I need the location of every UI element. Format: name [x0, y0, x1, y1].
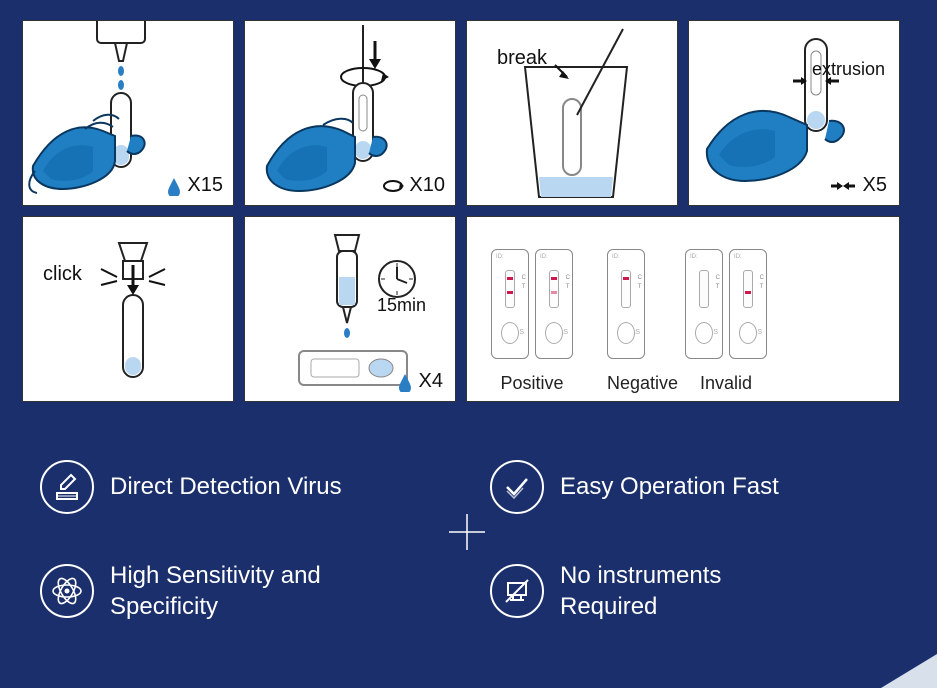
- s-label: S: [563, 329, 568, 336]
- result-invalid-label: Invalid: [685, 373, 767, 394]
- drop-icon: [397, 372, 413, 392]
- step-3-panel: break: [466, 20, 678, 206]
- features-section: Direct Detection Virus Easy Operation Fa…: [40, 450, 910, 670]
- step-6-panel: 15min X4: [244, 216, 456, 402]
- result-invalid-group: ID: CT S ID: CT S Invalid: [685, 249, 767, 394]
- cassette-id: ID:: [540, 254, 548, 260]
- t-label: T: [716, 284, 720, 290]
- rotate-icon: [382, 178, 404, 194]
- plus-divider: [445, 510, 489, 565]
- drop-icon: [166, 176, 182, 196]
- step-1-count-text: X15: [187, 174, 223, 196]
- squeeze-icon: [829, 179, 857, 193]
- cassette-negative: ID: CT S: [607, 249, 645, 359]
- atom-icon: [40, 564, 94, 618]
- step-1-count: X15: [166, 174, 223, 197]
- c-label: C: [522, 275, 526, 281]
- step-2-count: X10: [382, 174, 445, 197]
- feature-4-text: No instruments Required: [560, 560, 780, 622]
- feature-3: High Sensitivity and Specificity: [40, 560, 370, 622]
- s-label: S: [519, 329, 524, 336]
- cassette-id: ID:: [690, 254, 698, 260]
- feature-1: Direct Detection Virus: [40, 460, 342, 514]
- t-label: T: [638, 284, 642, 290]
- step-1-panel: X15: [22, 20, 234, 206]
- step-4-count-text: X5: [863, 174, 887, 196]
- feature-2-text: Easy Operation Fast: [560, 471, 779, 502]
- step-4-panel: extrusion X5: [688, 20, 900, 206]
- results-panel: ID: CT S ID: CT S Positive: [466, 216, 900, 402]
- infographic-container: X15: [0, 0, 937, 688]
- step-2-count-text: X10: [409, 174, 445, 196]
- step-5-label: click: [43, 263, 82, 286]
- cassette-invalid-1: ID: CT S: [685, 249, 723, 359]
- feature-2: Easy Operation Fast: [490, 460, 779, 514]
- s-label: S: [635, 329, 640, 336]
- cassette-invalid-2: ID: CT S: [729, 249, 767, 359]
- step-5-panel: click: [22, 216, 234, 402]
- step-6-count-text: X4: [419, 370, 443, 392]
- result-negative-label: Negative: [607, 373, 651, 394]
- cassette-positive-1: ID: CT S: [491, 249, 529, 359]
- t-label: T: [566, 284, 570, 290]
- step-4-count: X5: [829, 174, 887, 197]
- c-label: C: [638, 275, 642, 281]
- step-2-panel: X10: [244, 20, 456, 206]
- cassette-id: ID:: [734, 254, 742, 260]
- step-6-wait: 15min: [377, 295, 426, 316]
- step-6-count: X4: [397, 370, 443, 393]
- c-label: C: [716, 275, 720, 281]
- results-row: ID: CT S ID: CT S Positive: [491, 249, 767, 394]
- corner-accent: [881, 654, 937, 688]
- feature-4: No instruments Required: [490, 560, 780, 622]
- step-3-label: break: [497, 47, 547, 70]
- cassette-id: ID:: [612, 254, 620, 260]
- result-negative-group: ID: CT S Negative: [607, 249, 651, 394]
- c-label: C: [566, 275, 570, 281]
- t-label: T: [522, 284, 526, 290]
- c-label: C: [760, 275, 764, 281]
- t-label: T: [760, 284, 764, 290]
- cassette-positive-2: ID: CT S: [535, 249, 573, 359]
- feature-1-text: Direct Detection Virus: [110, 471, 342, 502]
- checkmark-icon: [490, 460, 544, 514]
- s-label: S: [713, 329, 718, 336]
- step-5-illustration: [23, 217, 235, 403]
- no-instrument-icon: [490, 564, 544, 618]
- steps-grid: X15: [22, 20, 915, 402]
- result-positive-group: ID: CT S ID: CT S Positive: [491, 249, 573, 394]
- result-positive-label: Positive: [491, 373, 573, 394]
- feature-3-text: High Sensitivity and Specificity: [110, 560, 370, 622]
- step-4-label: extrusion: [812, 59, 885, 80]
- dropper-cassette-icon: [40, 460, 94, 514]
- cassette-id: ID:: [496, 254, 504, 260]
- s-label: S: [757, 329, 762, 336]
